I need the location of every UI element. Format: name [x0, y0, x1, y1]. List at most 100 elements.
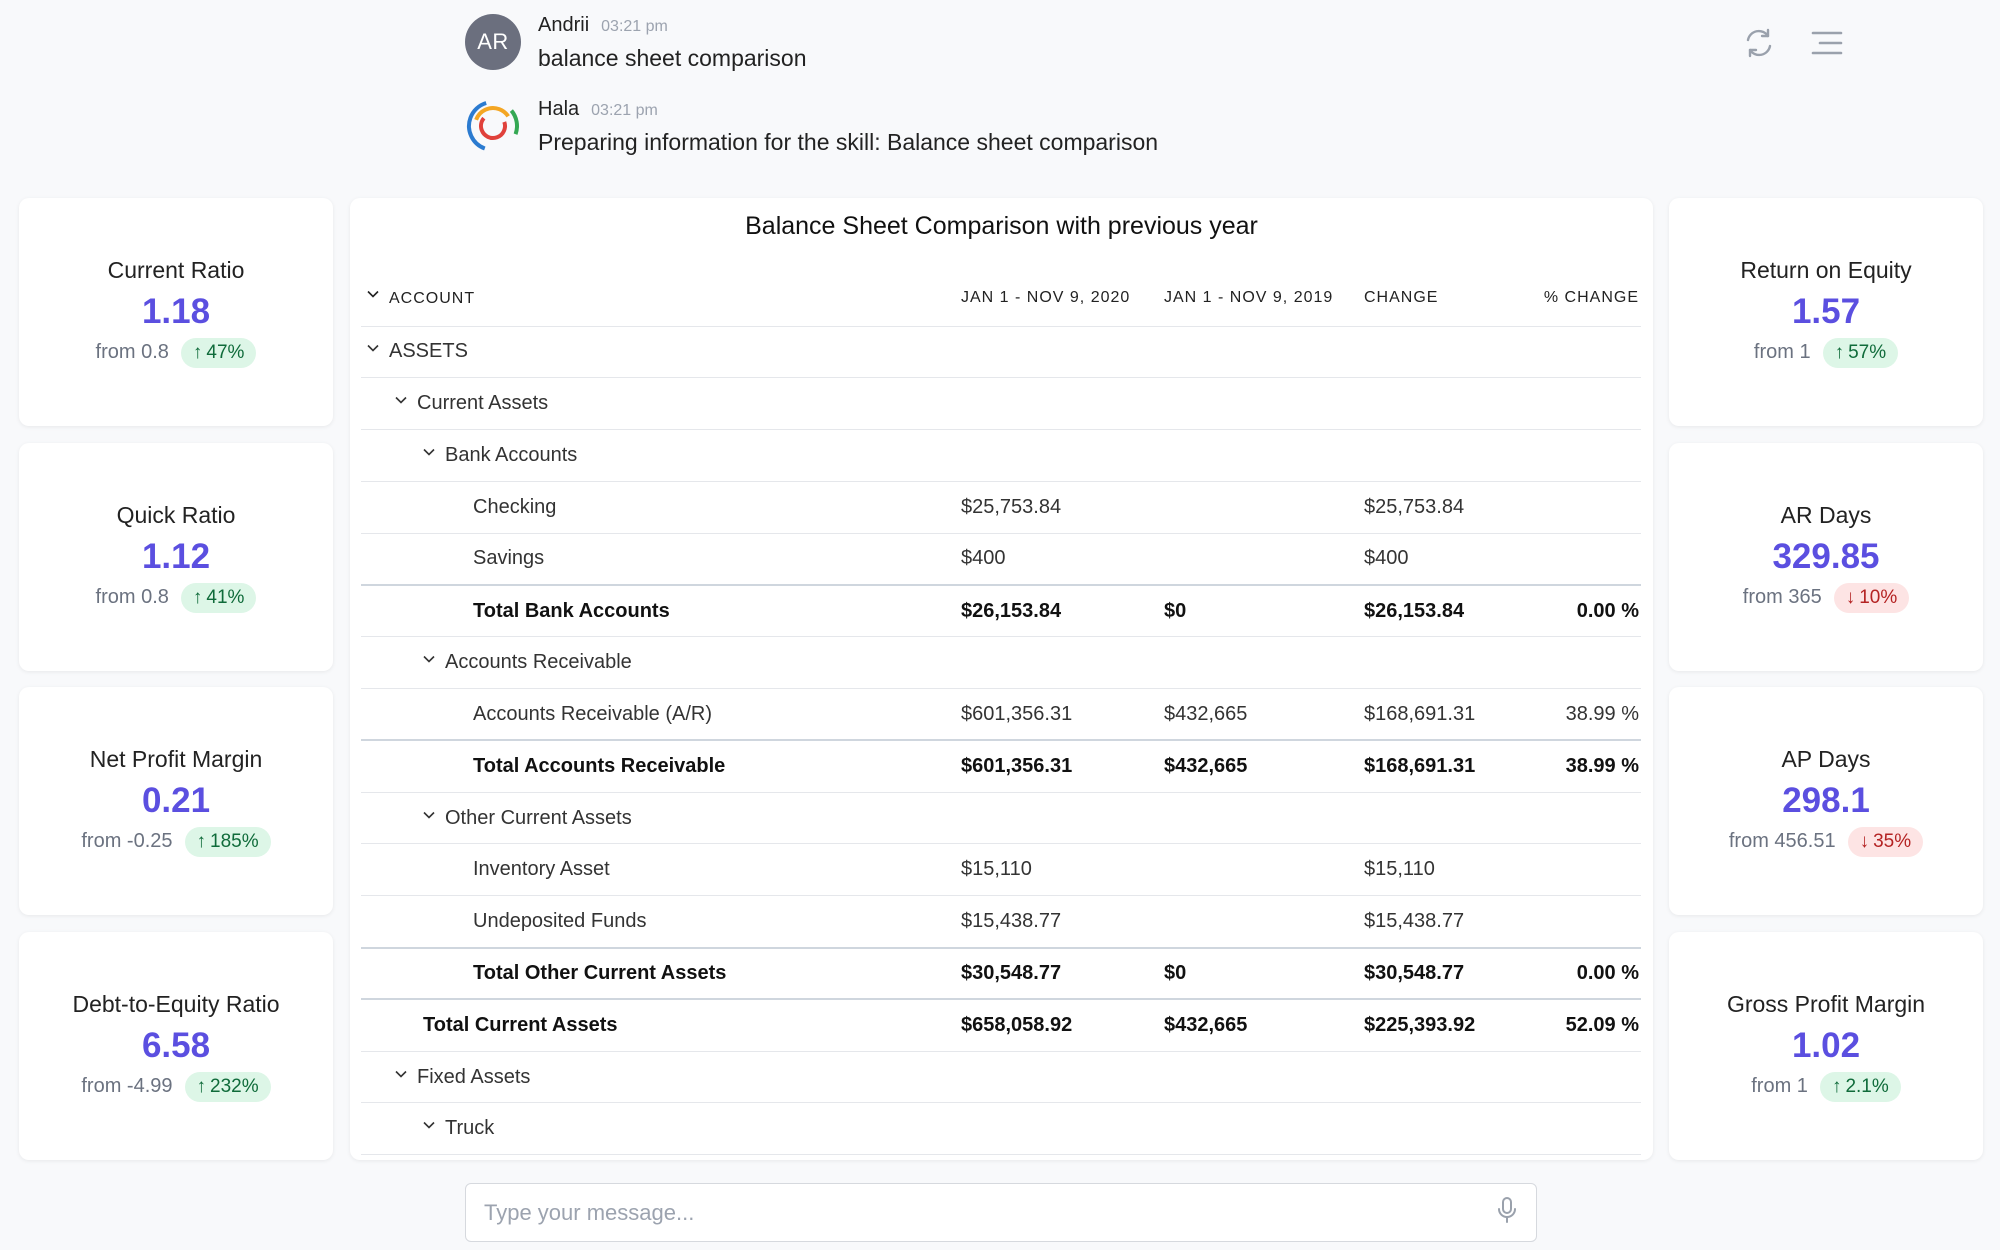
column-header-period-2019: JAN 1 - NOV 9, 2019 [1164, 270, 1364, 327]
account-name: Total Current Assets [423, 1014, 618, 1036]
column-header-change: CHANGE [1364, 270, 1524, 327]
amount-2019-cell: $0 [1164, 946, 1364, 1000]
pct-change-cell [1524, 1102, 1641, 1156]
table-group-row[interactable]: Truck [361, 1102, 1641, 1156]
kpi-value: 298.1 [1782, 780, 1870, 820]
chevron-down-icon[interactable] [423, 1119, 435, 1131]
account-cell[interactable]: Bank Accounts [361, 429, 961, 482]
chevron-down-icon[interactable] [367, 342, 379, 354]
kpi-label: Net Profit Margin [89, 745, 263, 772]
hala-logo-icon [465, 98, 521, 154]
kpi-previous: from 1 [1751, 1075, 1808, 1097]
change-cell: $26,153.84 [1364, 583, 1524, 638]
pct-change-cell [1524, 481, 1641, 534]
kpi-label: Current Ratio [107, 256, 245, 283]
change-cell [1364, 1051, 1524, 1104]
chevron-down-icon[interactable] [395, 394, 407, 406]
arrow-up-icon: ↑ [192, 586, 203, 608]
change-badge: ↓ 35% [1847, 826, 1924, 857]
amount-2020-cell: $15,438.77 [961, 895, 1164, 949]
arrow-down-icon: ↓ [1845, 586, 1856, 608]
change-cell [1364, 792, 1524, 845]
table-group-row[interactable]: Bank Accounts [361, 429, 1641, 482]
amount-2020-cell: $601,356.31 [961, 688, 1164, 741]
arrow-up-icon: ↑ [1831, 1075, 1842, 1097]
amount-2019-cell [1164, 1102, 1364, 1156]
kpi-card-ar-days: AR Days 329.85 from 365 ↓ 10% [1669, 443, 1983, 671]
chevron-down-icon[interactable] [367, 288, 379, 300]
table-group-row[interactable]: Accounts Receivable [361, 636, 1641, 690]
amount-2019-cell [1164, 792, 1364, 845]
change-badge: ↑ 232% [184, 1071, 271, 1102]
pct-change-cell [1524, 895, 1641, 949]
change-cell: $400 [1364, 533, 1524, 586]
arrow-up-icon: ↑ [196, 830, 207, 852]
kpi-card-debt-to-equity: Debt-to-Equity Ratio 6.58 from -4.99 ↑ 23… [19, 932, 333, 1160]
microphone-icon[interactable] [1496, 1196, 1518, 1229]
change-cell [1364, 326, 1524, 379]
amount-2020-cell [961, 326, 1164, 379]
table-group-row[interactable]: ASSETS [361, 326, 1641, 379]
change-cell [1364, 1102, 1524, 1156]
amount-2019-cell: $432,665 [1164, 688, 1364, 741]
message-text: balance sheet comparison [538, 45, 807, 71]
column-header-period-2020: JAN 1 - NOV 9, 2020 [961, 270, 1164, 327]
table-row: Inventory Asset $15,110 $15,110 [361, 843, 1641, 897]
change-badge: ↑ 2.1% [1819, 1071, 1901, 1102]
amount-2020-cell [961, 1102, 1164, 1156]
change-cell: $15,110 [1364, 843, 1524, 897]
table-total-row: Total Accounts Receivable $601,356.31 $432… [361, 739, 1641, 793]
amount-2020-cell: $15,110 [961, 843, 1164, 897]
amount-2020-cell [961, 636, 1164, 690]
amount-2020-cell [961, 792, 1164, 845]
chevron-down-icon[interactable] [423, 446, 435, 458]
amount-2019-cell: $432,665 [1164, 739, 1364, 793]
kpi-previous: from 0.8 [95, 341, 169, 363]
pct-change-cell [1524, 377, 1641, 431]
kpi-value: 0.21 [141, 780, 211, 820]
menu-icon[interactable] [1808, 24, 1846, 62]
account-cell: Total Other Current Assets [361, 946, 961, 1000]
table-total-row: Total Current Assets $658,058.92 $432,665 $… [361, 998, 1641, 1052]
amount-2020-cell: $30,548.77 [961, 946, 1164, 1000]
change-cell [1364, 377, 1524, 431]
amount-2020-cell: $25,753.84 [961, 481, 1164, 534]
pct-change-cell: 52.09 % [1524, 998, 1641, 1052]
account-cell[interactable]: Truck [361, 1102, 961, 1156]
account-cell[interactable]: ASSETS [361, 326, 961, 379]
kpi-previous: from 365 [1742, 586, 1822, 608]
refresh-icon[interactable] [1740, 24, 1778, 62]
pct-change-cell [1524, 792, 1641, 845]
kpi-previous: from 0.8 [95, 586, 169, 608]
message-author: Hala [538, 98, 580, 120]
table-group-row[interactable]: Fixed Assets [361, 1051, 1641, 1104]
account-cell[interactable]: Accounts Receivable [361, 636, 961, 690]
kpi-value: 1.02 [1791, 1025, 1861, 1065]
account-cell[interactable]: Fixed Assets [361, 1051, 961, 1104]
table-group-row[interactable]: Current Assets [361, 377, 1641, 431]
pct-change-cell [1524, 636, 1641, 690]
amount-2020-cell [961, 1051, 1164, 1104]
change-badge: ↑ 41% [180, 582, 257, 613]
pct-change-cell: 38.99 % [1524, 739, 1641, 793]
kpi-card-net-profit-margin: Net Profit Margin 0.21 from -0.25 ↑ 185% [19, 687, 333, 915]
change-badge: ↑ 57% [1822, 337, 1899, 368]
kpi-label: AP Days [1781, 745, 1871, 772]
column-header-account[interactable]: ACCOUNT [361, 270, 961, 327]
account-name: Other Current Assets [445, 806, 632, 829]
message-input[interactable] [484, 1199, 1496, 1226]
account-cell: Accounts Receivable (A/R) [361, 688, 961, 741]
chevron-down-icon[interactable] [423, 809, 435, 821]
account-name: Inventory Asset [473, 858, 610, 881]
chevron-down-icon[interactable] [395, 1068, 407, 1080]
chevron-down-icon[interactable] [423, 653, 435, 665]
account-cell[interactable]: Other Current Assets [361, 792, 961, 845]
account-cell[interactable]: Current Assets [361, 377, 961, 431]
pct-change-cell: 0.00 % [1524, 946, 1641, 1000]
kpi-previous: from 1 [1753, 341, 1811, 363]
account-name: ASSETS [389, 340, 468, 363]
table-group-row[interactable]: Other Current Assets [361, 792, 1641, 845]
pct-change-cell: 0.00 % [1524, 583, 1641, 638]
amount-2020-cell [961, 429, 1164, 482]
kpi-previous: from -0.25 [81, 830, 173, 852]
